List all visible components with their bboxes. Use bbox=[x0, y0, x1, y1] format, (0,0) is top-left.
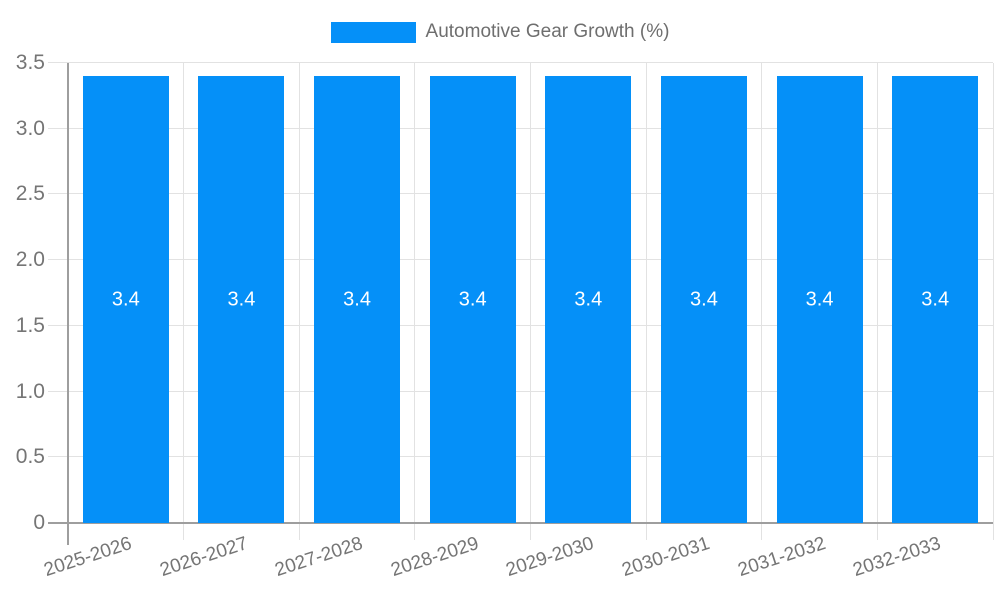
bar-value-label: 3.4 bbox=[690, 288, 718, 311]
y-tick bbox=[48, 456, 68, 458]
bar bbox=[545, 76, 632, 523]
h-gridline bbox=[68, 62, 993, 63]
y-tick-label: 3.5 bbox=[15, 51, 45, 74]
bar-value-label: 3.4 bbox=[458, 288, 487, 311]
y-tick bbox=[48, 127, 68, 129]
y-tick bbox=[48, 62, 68, 63]
y-axis-line bbox=[67, 63, 69, 545]
v-gridline bbox=[183, 63, 185, 540]
bar-value-label: 3.4 bbox=[343, 288, 371, 311]
bar bbox=[198, 76, 285, 523]
v-gridline bbox=[298, 63, 300, 540]
y-tick-label: 1.5 bbox=[15, 313, 45, 337]
legend-swatch bbox=[330, 21, 416, 43]
bar-value-label: 3.4 bbox=[921, 288, 950, 311]
bar bbox=[660, 76, 747, 523]
bar bbox=[429, 76, 516, 523]
x-tick-label: 2030-2031 bbox=[619, 533, 713, 582]
bar bbox=[314, 76, 401, 523]
v-gridline bbox=[992, 63, 994, 540]
v-gridline bbox=[530, 63, 531, 540]
x-tick-label: 2027-2028 bbox=[272, 533, 366, 582]
bar-value-label: 3.4 bbox=[111, 288, 140, 311]
y-tick-label: 1.0 bbox=[15, 379, 45, 403]
x-tick-label: 2025-2026 bbox=[41, 533, 135, 582]
y-tick bbox=[48, 390, 68, 392]
y-tick bbox=[48, 193, 68, 195]
x-tick-label: 2031-2032 bbox=[735, 533, 829, 582]
chart-legend: Automotive Gear Growth (%) bbox=[0, 21, 1000, 43]
bar-value-label: 3.4 bbox=[574, 288, 603, 311]
x-tick-label: 2029-2030 bbox=[503, 533, 597, 582]
v-gridline bbox=[645, 63, 647, 540]
bar-value-label: 3.4 bbox=[227, 288, 256, 311]
y-tick bbox=[48, 324, 68, 326]
bar bbox=[892, 76, 979, 523]
y-tick-label: 2.0 bbox=[15, 248, 45, 272]
x-axis-line bbox=[68, 522, 993, 524]
y-tick-label: 0.5 bbox=[15, 445, 45, 469]
y-tick-label: 0 bbox=[33, 511, 45, 534]
y-tick-label: 2.5 bbox=[15, 182, 45, 206]
bar-value-label: 3.4 bbox=[805, 288, 834, 311]
v-gridline bbox=[761, 63, 763, 540]
y-tick bbox=[48, 522, 68, 524]
y-tick bbox=[48, 259, 68, 261]
y-tick-label: 3.0 bbox=[15, 116, 45, 140]
x-tick-label: 2032-2033 bbox=[850, 533, 944, 582]
x-tick-label: 2026-2027 bbox=[157, 533, 250, 582]
bar bbox=[776, 76, 863, 523]
bar bbox=[82, 76, 169, 523]
legend-label: Automotive Gear Growth (%) bbox=[425, 21, 670, 42]
x-tick-label: 2028-2029 bbox=[388, 533, 482, 582]
v-gridline bbox=[876, 63, 878, 540]
v-gridline bbox=[414, 63, 416, 540]
